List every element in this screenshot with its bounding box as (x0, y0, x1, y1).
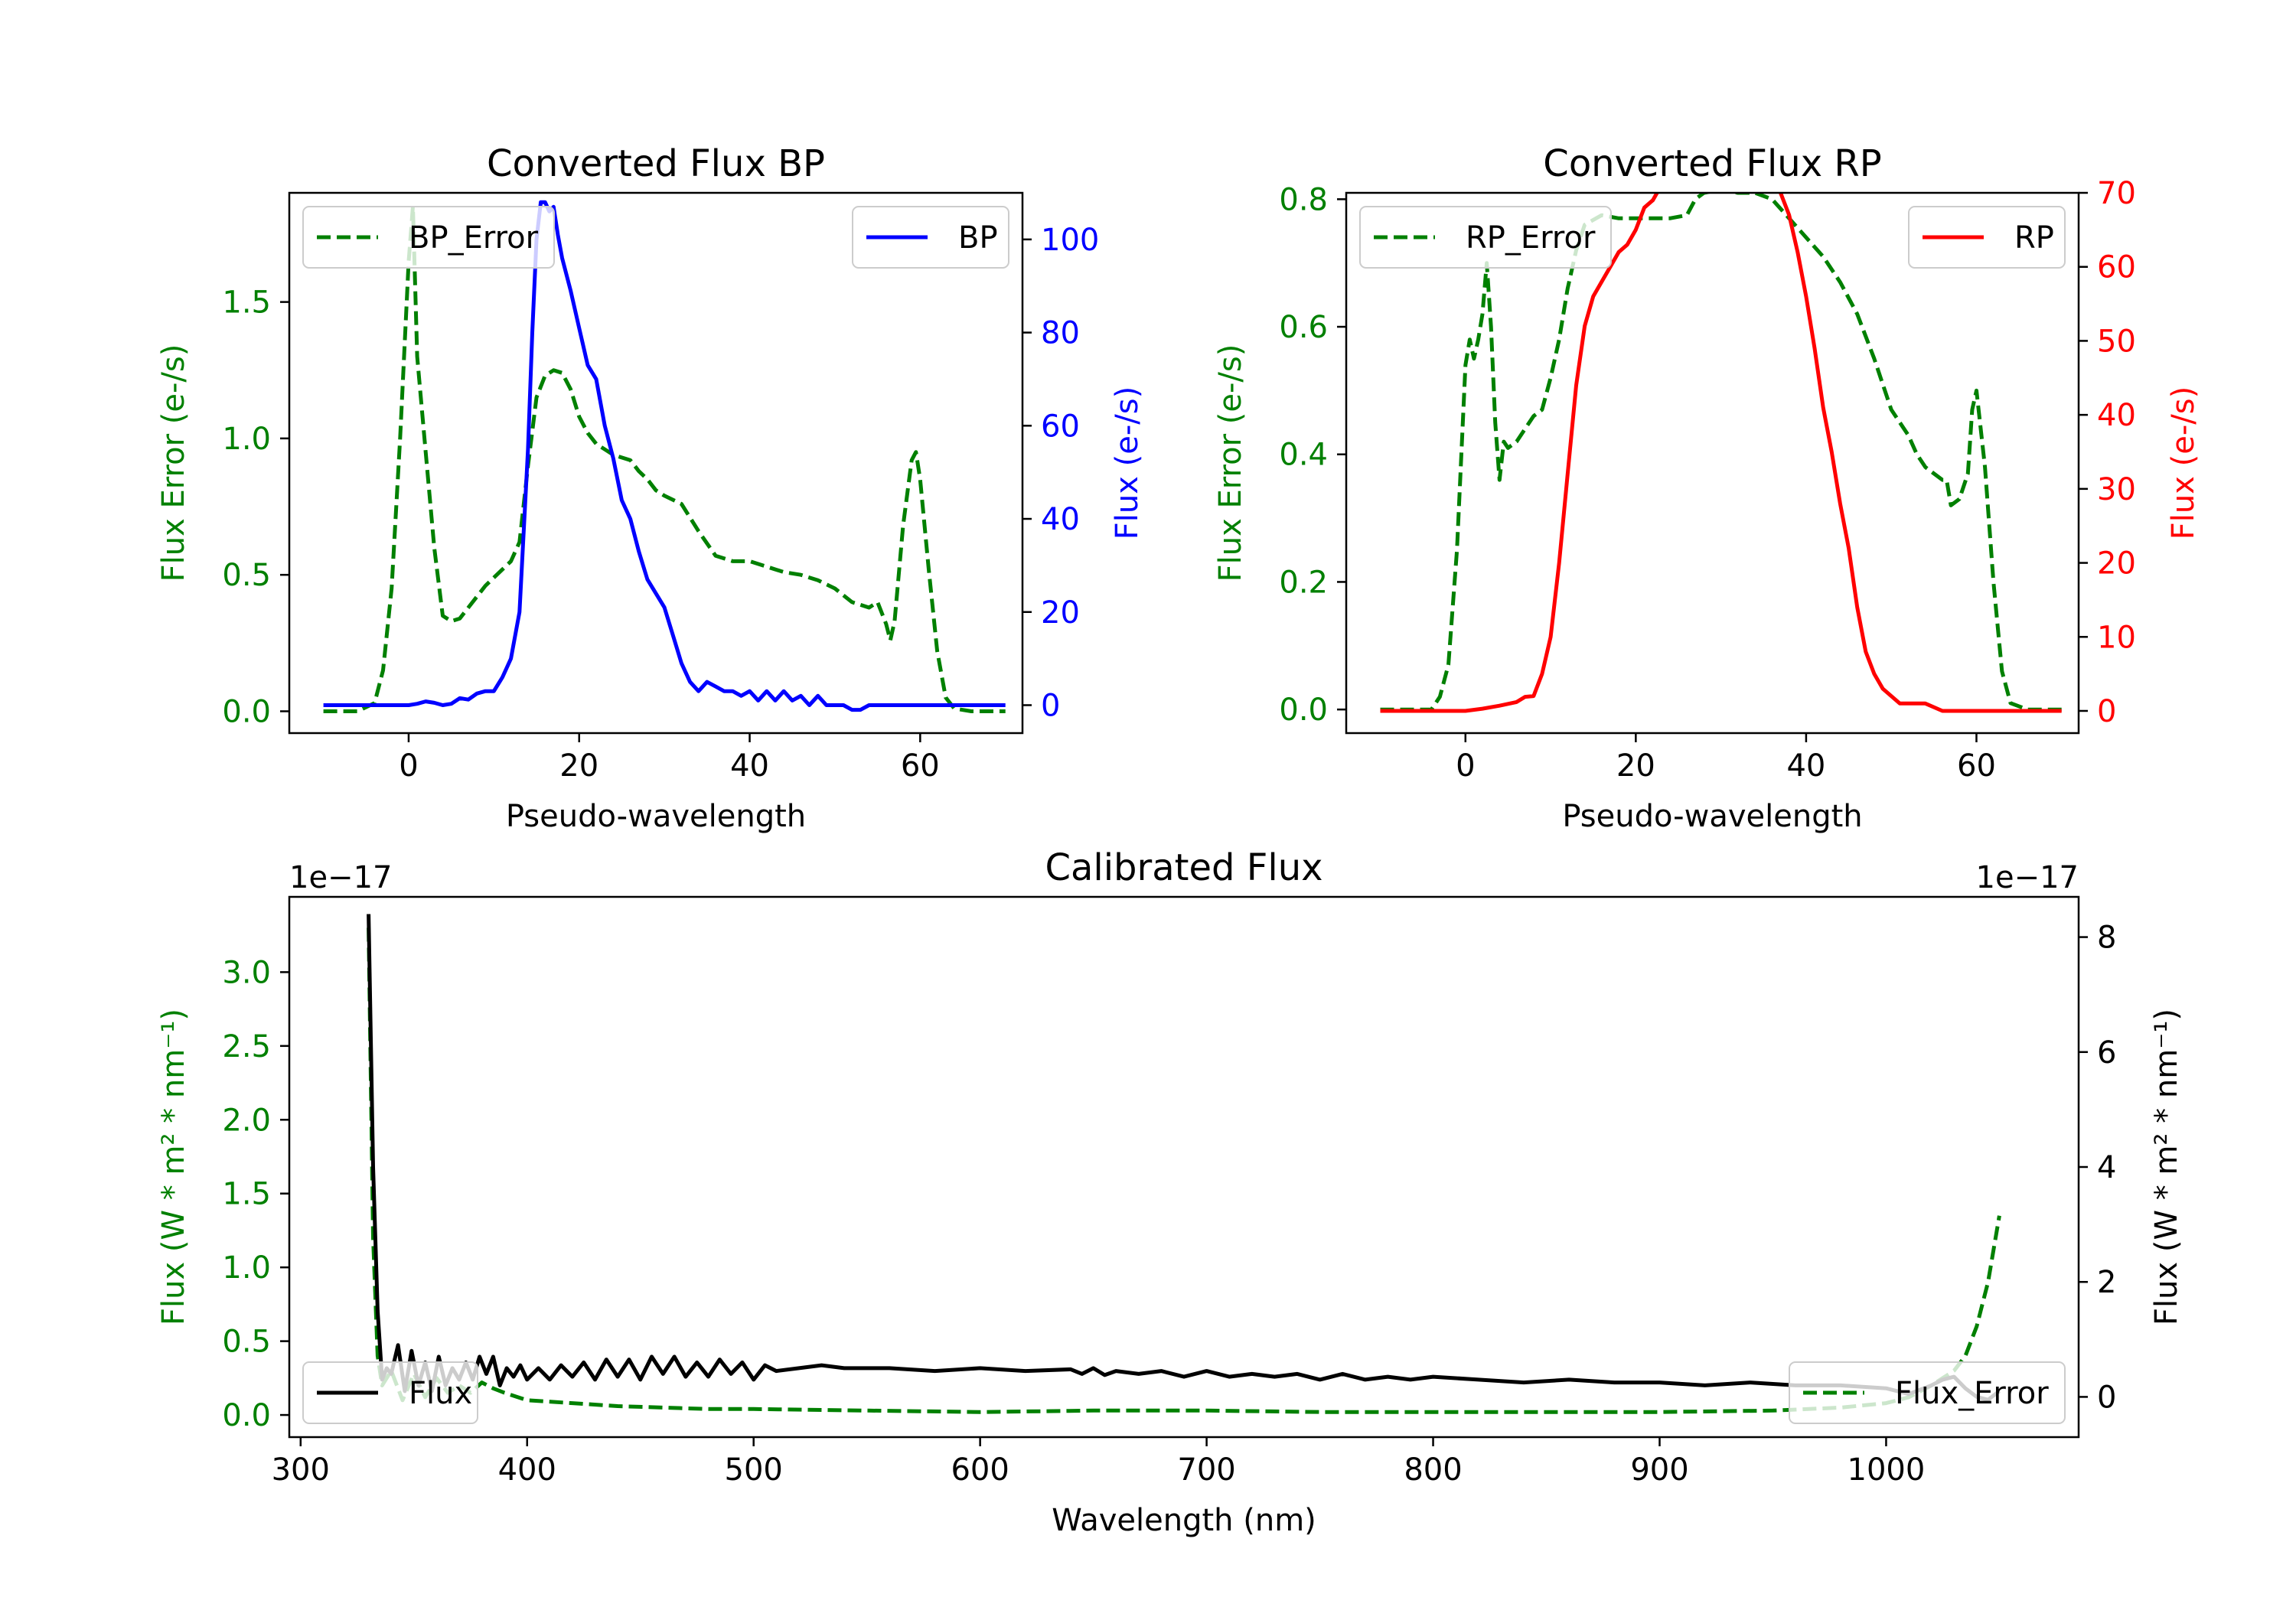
rp-legend-left: RP_Error (1359, 206, 1612, 269)
calibrated-offset-left: 1e−17 (289, 860, 392, 895)
rp-ytick-label-right: 50 (2097, 324, 2136, 359)
calibrated-ytick-label-right: 8 (2097, 921, 2116, 956)
calibrated-ytick-label-right: 6 (2097, 1035, 2116, 1071)
calibrated-ytick-label-left: 0.0 (222, 1398, 271, 1433)
rp-xtick-label: 40 (1786, 748, 1825, 784)
rp-ytick-label-right: 30 (2097, 472, 2136, 507)
bp-ytick-label-right: 100 (1041, 223, 1099, 258)
rp-legend-right-label: RP (2014, 220, 2054, 256)
calibrated-ytick-label-left: 2.0 (222, 1103, 271, 1138)
rp-xtick-label: 20 (1616, 748, 1655, 784)
calibrated-ylabel-left: Flux (W * m² * nm⁻¹) (156, 1009, 191, 1325)
calibrated-ytick-label-right: 2 (2097, 1265, 2116, 1300)
bp-ytick-label-right: 80 (1041, 316, 1080, 351)
rp-ytick-label-left: 0.4 (1279, 438, 1328, 473)
calibrated-xtick-label: 600 (951, 1452, 1009, 1488)
rp-ytick-label-left: 0.2 (1279, 565, 1328, 600)
calibrated-legend-right: Flux_Error (1789, 1361, 2066, 1424)
bp-ytick-label-right: 60 (1041, 409, 1080, 444)
rp-chart: 0 20 40 60 0.0 0.2 0.4 0.6 0.8 0 10 20 30 40 50 60 70 Con… (1213, 142, 2201, 834)
rp-ytick-label-right: 10 (2097, 620, 2136, 655)
bp-ytick-label-left: 1.0 (222, 422, 271, 457)
calibrated-ytick-label-left: 2.5 (222, 1029, 271, 1064)
bp-ytick-label-left: 0.5 (222, 558, 271, 593)
bp-legend-right: BP (852, 206, 1009, 269)
bp-axes-frame (288, 191, 1024, 735)
rp-ytick-label-left: 0.0 (1279, 693, 1328, 728)
calibrated-ytick-label-left: 1.0 (222, 1250, 271, 1286)
bp-ytick-label-left: 1.5 (222, 285, 271, 321)
calibrated-ytick-label-left: 1.5 (222, 1177, 271, 1212)
calibrated-xtick-label: 900 (1630, 1452, 1688, 1488)
bp-series-bp-error (323, 204, 1006, 713)
bp-legend-left: BP_Error (302, 206, 555, 269)
calibrated-title: Calibrated Flux (1045, 846, 1322, 889)
calibrated-ylabel-right: Flux (W * m² * nm⁻¹) (2149, 1009, 2184, 1325)
rp-ytick-label-right: 40 (2097, 398, 2136, 433)
rp-xtick-label: 60 (1957, 748, 1996, 784)
calibrated-xlabel: Wavelength (nm) (1052, 1503, 1316, 1538)
bp-ytick-label-right: 40 (1041, 502, 1080, 537)
rp-ylabel-left: Flux Error (e-/s) (1213, 344, 1248, 582)
calibrated-xtick-label: 500 (725, 1452, 783, 1488)
calibrated-xtick-label: 300 (272, 1452, 330, 1488)
rp-axes-frame (1345, 191, 2080, 735)
bp-ytick-label-right: 0 (1041, 688, 1060, 723)
calibrated-offset-right: 1e−17 (1976, 860, 2079, 895)
rp-series-rp (1380, 193, 2062, 713)
calibrated-ytick-label-right: 0 (2097, 1380, 2116, 1415)
bp-ylabel-left: Flux Error (e-/s) (156, 344, 191, 582)
rp-ytick-label-right: 70 (2097, 176, 2136, 211)
rp-ytick-label-left: 0.8 (1279, 182, 1328, 217)
calibrated-xtick-label: 400 (498, 1452, 556, 1488)
bp-legend-left-label: BP_Error (409, 220, 539, 256)
bp-title: Converted Flux BP (487, 142, 825, 185)
bp-xlabel: Pseudo-wavelength (506, 799, 806, 834)
rp-ytick-label-right: 20 (2097, 546, 2136, 582)
bp-series-bp (323, 200, 1006, 712)
bp-ylabel-right: Flux (e-/s) (1110, 386, 1145, 539)
bp-legend-right-box (852, 206, 1009, 269)
rp-ytick-label-right: 60 (2097, 250, 2136, 285)
calibrated-xtick-label: 700 (1177, 1452, 1235, 1488)
bp-xtick-label: 40 (730, 748, 769, 784)
calibrated-chart: 300 400 500 600 700 800 900 1000 0.0 0.5 1.0 1.5 2.0… (156, 846, 2184, 1538)
rp-ytick-label-left: 0.6 (1279, 310, 1328, 345)
charts-root: 0 20 40 600.00.51.01.5020406080100Converted… (156, 142, 2201, 1538)
rp-legend-right-box (1908, 206, 2066, 269)
calibrated-legend-left: Flux (302, 1361, 478, 1424)
calibrated-ytick-label-left: 0.5 (222, 1325, 271, 1360)
bp-xtick-label: 20 (559, 748, 598, 784)
calibrated-ytick-label-left: 3.0 (222, 955, 271, 990)
calibrated-ytick-label-right: 4 (2097, 1150, 2116, 1185)
calibrated-legend-left-label: Flux (409, 1376, 472, 1411)
calibrated-legend-right-label: Flux_Error (1895, 1376, 2049, 1411)
calibrated-xtick-label: 800 (1404, 1452, 1462, 1488)
bp-xtick-label: 0 (399, 748, 418, 784)
calibrated-legend-left-box (302, 1361, 478, 1424)
bp-xtick-label: 60 (901, 748, 940, 784)
rp-legend-left-label: RP_Error (1466, 220, 1596, 256)
rp-legend-right: RP (1908, 206, 2066, 269)
rp-ylabel-right: Flux (e-/s) (2166, 386, 2201, 539)
rp-legend-left-box (1359, 206, 1612, 269)
bp-legend-left-box (302, 206, 555, 269)
calibrated-xtick-label: 1000 (1848, 1452, 1926, 1488)
bp-chart: 0 20 40 60 0.0 0.5 1.0 1.5 0 20 40 60 80 100 Converted… (156, 142, 1145, 834)
rp-ytick-label-right: 0 (2097, 694, 2116, 729)
rp-title: Converted Flux RP (1543, 142, 1881, 185)
bp-ytick-label-left: 0.0 (222, 694, 271, 729)
rp-xlabel: Pseudo-wavelength (1562, 799, 1862, 834)
bp-legend-right-label: BP (958, 220, 998, 256)
bp-ytick-label-right: 20 (1041, 595, 1080, 631)
calibrated-legend-right-box (1789, 1361, 2066, 1424)
rp-xtick-label: 0 (1456, 748, 1475, 784)
